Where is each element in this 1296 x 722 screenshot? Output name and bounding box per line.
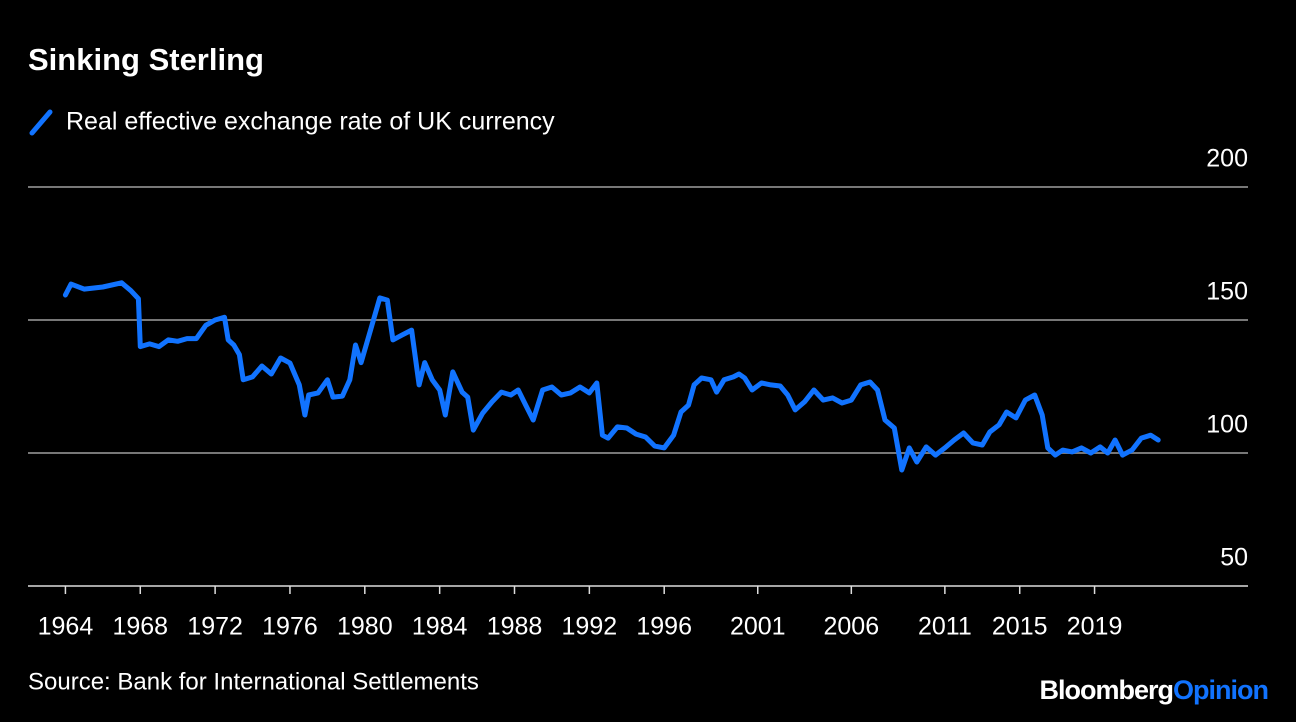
y-tick-label: 200 <box>1206 145 1248 173</box>
x-tick-label: 1988 <box>487 613 543 641</box>
brand-opinion: Opinion <box>1173 675 1268 705</box>
y-tick-label: 150 <box>1206 278 1248 306</box>
brand-logo: BloombergOpinion <box>1040 675 1269 705</box>
y-tick-label: 100 <box>1206 411 1248 439</box>
x-tick-label: 2019 <box>1067 613 1123 641</box>
legend-swatch <box>29 109 53 136</box>
x-tick-label: 1964 <box>38 613 94 641</box>
x-tick-label: 1984 <box>412 613 468 641</box>
legend-label: Real effective exchange rate of UK curre… <box>66 108 555 136</box>
brand-bloomberg: Bloomberg <box>1040 675 1174 705</box>
source-note: Source: Bank for International Settlemen… <box>28 668 479 695</box>
x-tick-label: 1980 <box>337 613 393 641</box>
x-tick-label: 2001 <box>730 613 786 641</box>
data-line <box>62 280 1161 473</box>
x-tick-label: 2006 <box>824 613 880 641</box>
x-tick-label: 1972 <box>187 613 243 641</box>
x-tick-label: 1992 <box>562 613 618 641</box>
x-tick-label: 2015 <box>992 613 1048 641</box>
chart-title: Sinking Sterling <box>28 42 264 77</box>
x-tick-label: 1996 <box>636 613 692 641</box>
y-tick-label: 50 <box>1220 544 1248 572</box>
x-tick-label: 2011 <box>918 613 972 641</box>
x-tick-label: 1968 <box>112 613 168 641</box>
x-tick-label: 1976 <box>262 613 318 641</box>
